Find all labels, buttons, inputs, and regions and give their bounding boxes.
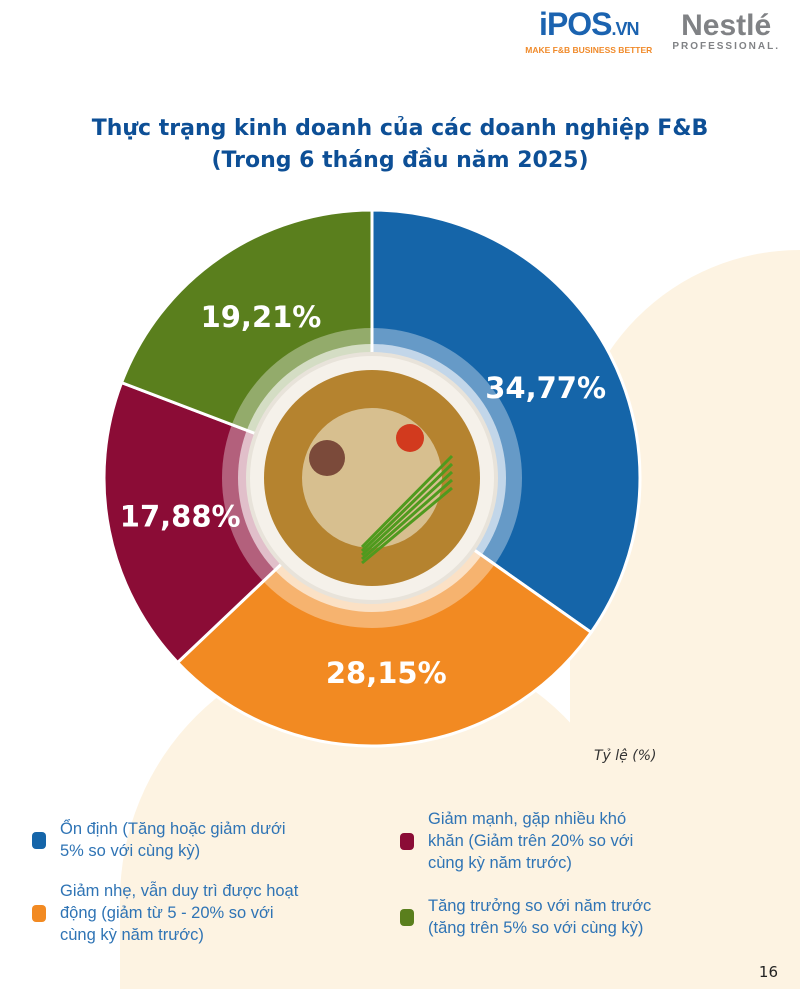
legend-label-line: Giảm mạnh, gặp nhiều khó <box>428 810 627 828</box>
ipos-logo-suffix: .VN <box>611 19 640 39</box>
legend-item: Tăng trưởng so với năm trước (tăng trên 5… <box>400 895 651 939</box>
legend-label-line: cùng kỳ năm trước) <box>60 926 204 944</box>
bowl-herb <box>361 478 453 561</box>
legend-label: Tăng trưởng so với năm trước (tăng trên 5… <box>428 895 651 939</box>
legend-label-line: Giảm nhẹ, vẫn duy trì được hoạt <box>60 882 299 900</box>
legend-label-line: 5% so với cùng kỳ) <box>60 842 201 860</box>
legend-item: Giảm mạnh, gặp nhiều khó khăn (Giảm trên … <box>400 808 633 874</box>
nestle-logo-text: Nestlé <box>681 9 772 42</box>
unit-label: Tỷ lệ (%) <box>594 748 657 764</box>
ipos-logo-text: iPOS <box>539 6 612 42</box>
legend-label-line: khăn (Giảm trên 20% so với <box>428 832 634 850</box>
legend-label: Giảm mạnh, gặp nhiều khó khăn (Giảm trên … <box>428 808 633 874</box>
legend-swatch <box>32 831 46 849</box>
slice-value-label: 19,21% <box>201 300 322 334</box>
nestle-tagline: PROFESSIONAL. <box>672 41 780 52</box>
donut-chart: 34,77% 28,15% 17,88% 19,21% <box>102 208 642 748</box>
pie-slice-0 <box>370 208 642 635</box>
legend-swatch <box>32 904 46 922</box>
header-logos: iPOS.VN MAKE F&B BUSINESS BETTER Nestlé … <box>525 8 780 55</box>
legend-label-line: cùng kỳ năm trước) <box>428 854 572 872</box>
chart-title-line2: (Trong 6 tháng đầu năm 2025) <box>211 148 589 173</box>
page-number: 16 <box>758 963 778 981</box>
legend-item: Giảm nhẹ, vẫn duy trì được hoạt động (giả… <box>32 880 298 946</box>
bowl-meat <box>309 440 345 476</box>
ipos-tagline: MAKE F&B BUSINESS BETTER <box>525 45 653 55</box>
legend-label-line: (tăng trên 5% so với cùng kỳ) <box>428 919 644 937</box>
bowl-herb <box>360 454 454 549</box>
legend-label-line: động (giảm từ 5 - 20% so với <box>60 904 274 922</box>
slice-value-label: 34,77% <box>485 371 606 405</box>
chart-title: Thực trạng kinh doanh của các doanh nghi… <box>0 113 800 177</box>
bowl-herb <box>361 486 453 565</box>
legend-label-line: Ổn định (Tăng hoặc giảm dưới <box>60 820 286 838</box>
bowl-chili <box>396 424 424 452</box>
bowl-herb <box>360 470 454 557</box>
slice-value-label: 28,15% <box>326 656 447 690</box>
bowl-herb <box>360 462 454 553</box>
legend-label-line: Tăng trưởng so với năm trước <box>428 897 652 915</box>
ipos-logo: iPOS.VN MAKE F&B BUSINESS BETTER <box>525 8 652 55</box>
nestle-logo: Nestlé PROFESSIONAL. <box>672 9 780 53</box>
legend-swatch <box>400 832 414 850</box>
legend-label: Giảm nhẹ, vẫn duy trì được hoạt động (giả… <box>60 880 298 946</box>
slice-value-label: 17,88% <box>120 499 241 533</box>
legend-swatch <box>400 908 414 926</box>
chart-title-line1: Thực trạng kinh doanh của các doanh nghi… <box>91 116 709 141</box>
bowl-noodles <box>302 408 442 548</box>
pie-slice-1 <box>175 476 594 748</box>
legend-item: Ổn định (Tăng hoặc giảm dưới 5% so với cù… <box>32 818 285 862</box>
legend-label: Ổn định (Tăng hoặc giảm dưới 5% so với cù… <box>60 818 285 862</box>
